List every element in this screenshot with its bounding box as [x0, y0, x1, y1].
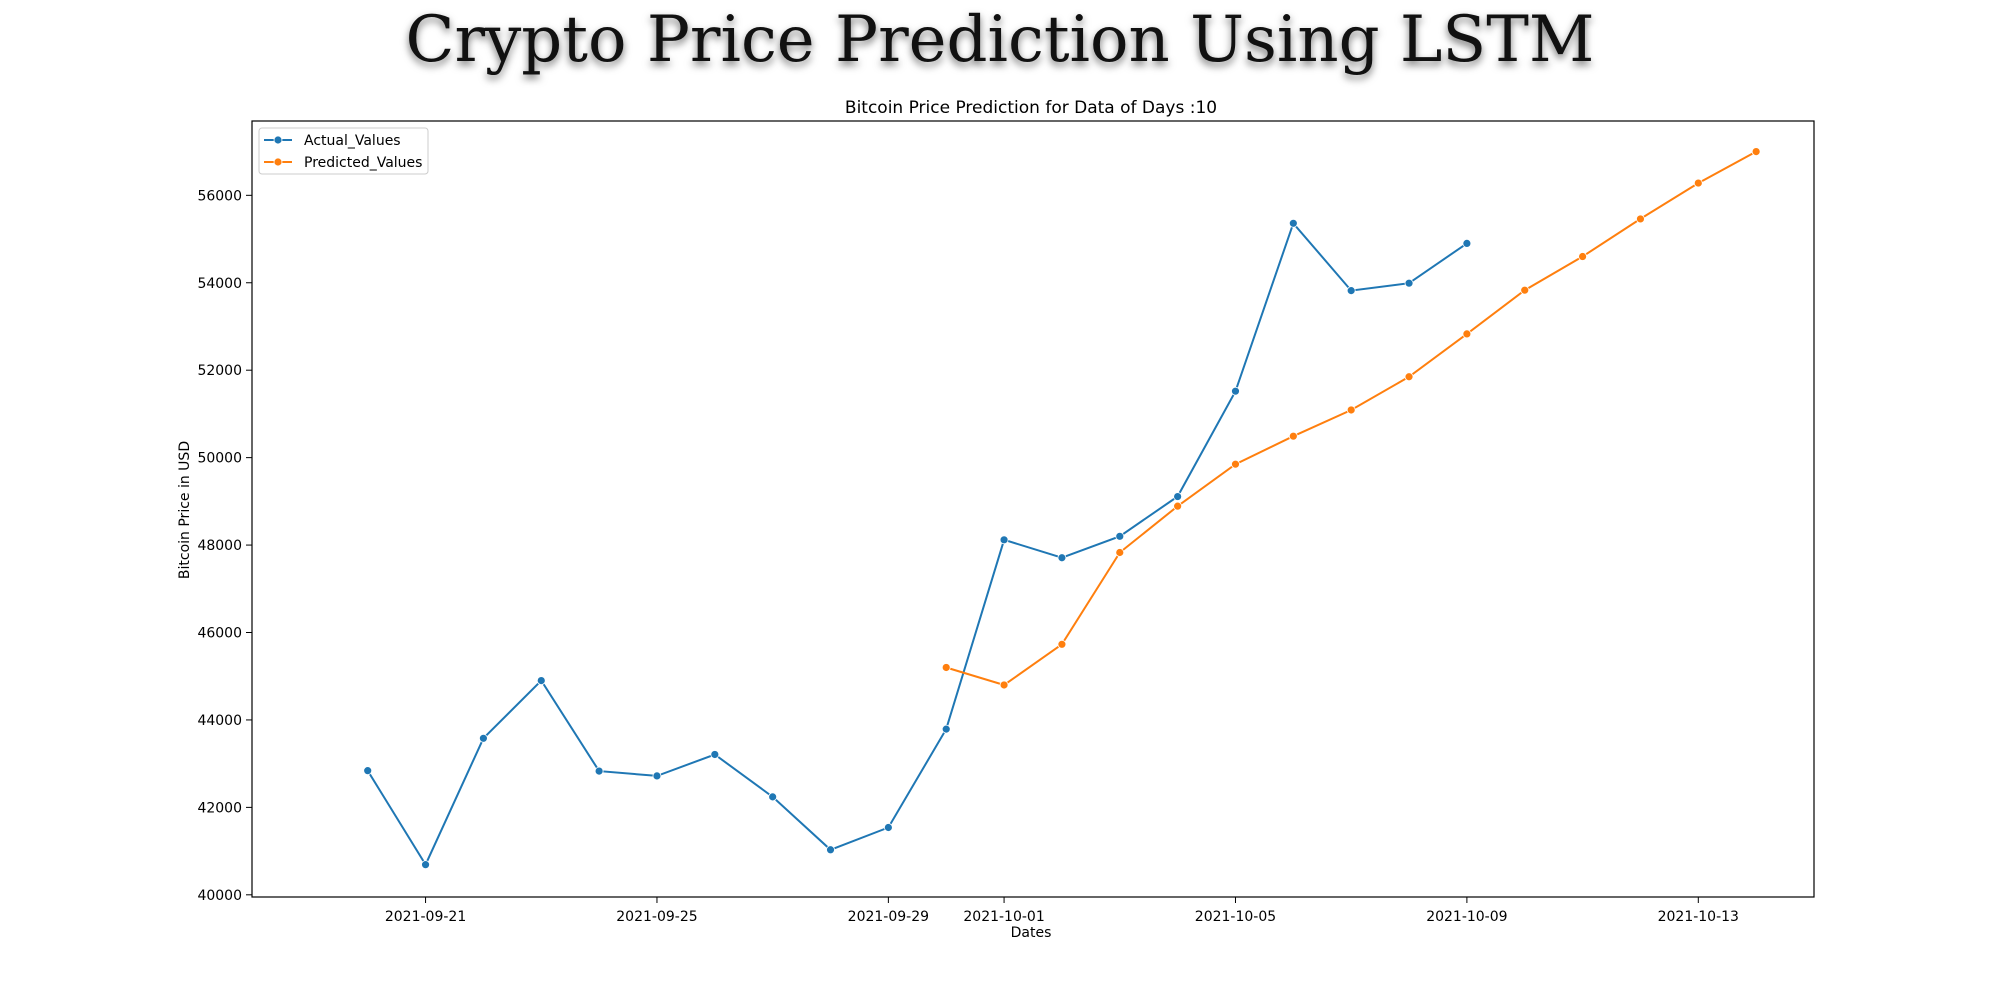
- data-point-actual-values: [421, 860, 430, 870]
- legend-marker-predicted-values: [273, 157, 283, 167]
- data-point-actual-values: [1057, 553, 1067, 563]
- data-point-actual-values: [768, 792, 778, 802]
- data-point-actual-values: [941, 724, 951, 734]
- y-axis-ticks: 40000 42000 44000 46000 48000 50000 52000 54000…: [197, 188, 252, 904]
- y-tick-label: 54000: [197, 276, 242, 292]
- data-point-actual-values: [363, 766, 373, 776]
- data-point-actual-values: [826, 845, 835, 855]
- data-point-predicted-values: [1578, 252, 1587, 261]
- x-tick-label: 2021-10-05: [1195, 909, 1276, 925]
- data-point-actual-values: [1404, 278, 1414, 288]
- x-axis-label: Dates: [1011, 925, 1052, 941]
- data-point-predicted-values: [1693, 178, 1703, 188]
- legend-box: [258, 127, 429, 175]
- x-tick-label: 2021-09-21: [385, 909, 466, 925]
- data-point-actual-values: [883, 823, 893, 832]
- series-line-predicted-values: [945, 150, 1757, 687]
- plot-area: [251, 120, 1815, 898]
- y-tick-label: 44000: [197, 713, 242, 729]
- data-point-predicted-values: [1636, 214, 1645, 224]
- data-point-actual-values: [1462, 239, 1472, 248]
- data-point-predicted-values: [1057, 639, 1067, 649]
- data-point-actual-values: [1288, 218, 1298, 228]
- x-tick-label: 2021-10-13: [1658, 909, 1739, 925]
- data-point-predicted-values: [1404, 372, 1414, 382]
- data-point-predicted-values: [1346, 405, 1356, 415]
- data-point-predicted-values: [1231, 459, 1240, 469]
- data-point-predicted-values: [941, 663, 951, 672]
- data-point-predicted-values: [1173, 501, 1183, 511]
- y-tick-label: 50000: [197, 451, 242, 467]
- data-point-actual-values: [479, 733, 488, 743]
- y-axis-label: Bitcoin Price in USD: [177, 441, 193, 579]
- data-point-actual-values: [536, 676, 546, 685]
- y-tick-label: 48000: [197, 538, 242, 554]
- data-point-actual-values: [710, 750, 720, 759]
- legend-label-actual-values: Actual_Values: [304, 133, 401, 149]
- y-tick-label: 52000: [197, 363, 242, 379]
- x-axis-ticks: 2021-09-21 2021-09-25 2021-09-29 2021-10-01…: [385, 897, 1739, 925]
- data-point-actual-values: [999, 535, 1009, 545]
- data-point-actual-values: [1346, 286, 1356, 296]
- legend: Actual_Values Predicted_Values: [258, 127, 429, 175]
- x-tick-label: 2021-09-25: [616, 909, 697, 925]
- data-point-predicted-values: [1751, 147, 1761, 157]
- x-tick-label: 2021-10-09: [1426, 909, 1507, 925]
- data-point-predicted-values: [999, 680, 1009, 690]
- chart-title: Bitcoin Price Prediction for Data of Day…: [845, 98, 1217, 118]
- x-tick-label: 2021-09-29: [848, 909, 929, 925]
- y-tick-label: 40000: [197, 888, 242, 904]
- data-point-actual-values: [594, 766, 604, 776]
- data-point-actual-values: [652, 771, 662, 781]
- data-point-predicted-values: [1520, 285, 1530, 295]
- y-tick-label: 42000: [197, 800, 242, 816]
- data-point-actual-values: [1115, 531, 1125, 541]
- data-point-predicted-values: [1462, 329, 1472, 339]
- legend-label-predicted-values: Predicted_Values: [304, 155, 422, 171]
- page-title: Crypto Price Prediction Using LSTM: [405, 3, 1595, 77]
- series-line-actual-values: [366, 221, 1468, 867]
- y-tick-label: 46000: [197, 626, 242, 642]
- x-tick-label: 2021-10-01: [963, 909, 1044, 925]
- y-tick-label: 56000: [197, 188, 242, 204]
- data-point-predicted-values: [1115, 548, 1125, 557]
- legend-marker-actual-values: [273, 135, 283, 145]
- series-layer: [363, 147, 1761, 870]
- data-point-actual-values: [1231, 386, 1240, 396]
- data-point-predicted-values: [1288, 431, 1298, 441]
- data-point-actual-values: [1173, 492, 1183, 501]
